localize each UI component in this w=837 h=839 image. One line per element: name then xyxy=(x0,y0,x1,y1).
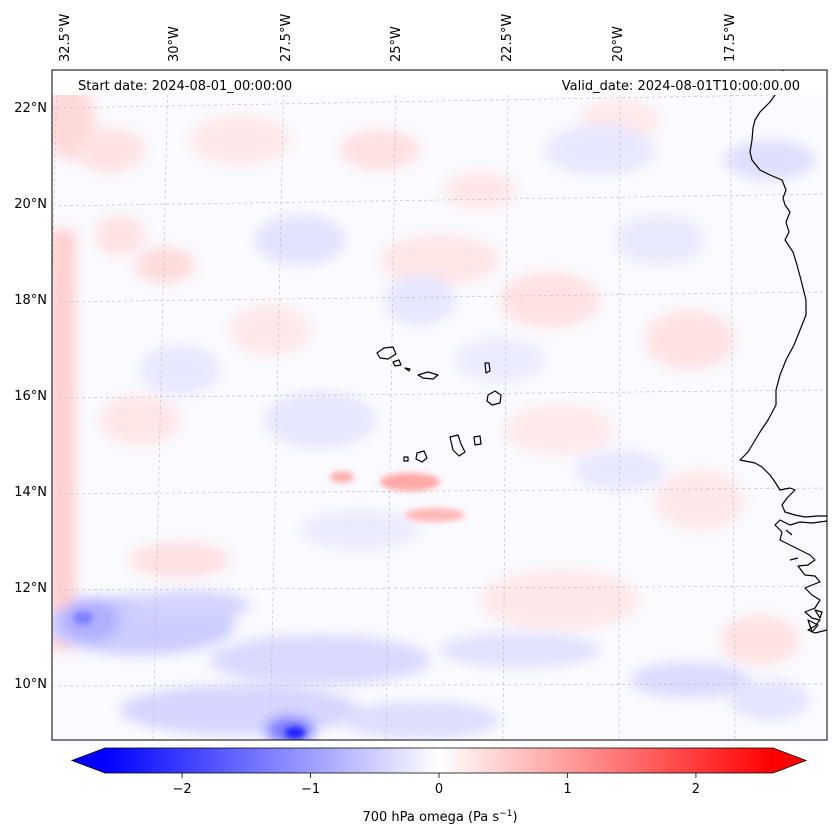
lat-label-16n: 16°N xyxy=(14,389,47,404)
lon-label-27-5w: 27.5°W xyxy=(279,14,294,62)
start-date: Start date: 2024-08-01_00:00:00 xyxy=(78,79,292,94)
map-panel: Start date: 2024-08-01_00:00:00 Valid_da… xyxy=(51,69,828,741)
lat-label-12n: 12°N xyxy=(14,581,47,596)
colorbar-tick-label: 1 xyxy=(563,782,571,797)
island-brava xyxy=(403,456,409,462)
longitude-labels: 32.5°W 30°W 27.5°W 25°W 22.5°W 20°W 17.5… xyxy=(58,14,738,62)
colorbar-extend-min xyxy=(72,748,105,773)
island-sao-nicolau xyxy=(417,371,439,380)
colorbar-tick-label: −1 xyxy=(301,782,320,797)
valid-date: Valid_date: 2024-08-01T10:00:00.00 xyxy=(562,79,800,94)
guinea-coastline xyxy=(774,519,827,634)
colorbar-body xyxy=(105,748,773,773)
colorbar: −2 −1 0 1 2 700 hPa omega (Pa s−1) xyxy=(70,747,808,825)
colorbar-ticks: −2 −1 0 1 2 xyxy=(172,773,700,797)
colorbar-outline xyxy=(70,747,808,774)
island-sal xyxy=(484,362,491,374)
lon-label-20w: 20°W xyxy=(611,26,626,62)
latitude-labels: 22°N 20°N 18°N 16°N 14°N 12°N 10°N xyxy=(14,101,47,692)
africa-coastline xyxy=(739,70,827,518)
lat-label-20n: 20°N xyxy=(14,197,47,212)
lat-label-14n: 14°N xyxy=(14,485,47,500)
lat-label-10n: 10°N xyxy=(14,677,47,692)
island-sao-vicente xyxy=(392,359,402,367)
colorbar-label: 700 hPa omega (Pa s−1) xyxy=(362,809,517,825)
bijagos-islands xyxy=(785,529,823,633)
island-maio xyxy=(473,435,482,446)
island-boa-vista xyxy=(486,390,502,406)
lat-label-22n: 22°N xyxy=(14,101,47,116)
lon-label-25w: 25°W xyxy=(389,26,404,62)
lat-label-18n: 18°N xyxy=(14,293,47,308)
island-fogo xyxy=(415,450,428,463)
lon-label-32-5w: 32.5°W xyxy=(58,14,73,62)
island-santo-antao xyxy=(376,346,397,360)
island-santiago xyxy=(449,434,466,457)
island-santa-luzia xyxy=(404,367,411,372)
colorbar-extend-max xyxy=(773,748,806,773)
colorbar-tick-label: −2 xyxy=(172,782,191,797)
lon-label-22-5w: 22.5°W xyxy=(500,14,515,62)
gridlines xyxy=(52,70,827,740)
colorbar-tick-label: 2 xyxy=(692,782,700,797)
coastlines xyxy=(376,70,827,634)
lon-label-17-5w: 17.5°W xyxy=(723,14,738,62)
colorbar-tick-label: 0 xyxy=(435,782,443,797)
lon-label-30w: 30°W xyxy=(167,26,182,62)
omega-field xyxy=(52,80,815,740)
header-band xyxy=(52,71,827,95)
map-frame xyxy=(51,69,828,741)
